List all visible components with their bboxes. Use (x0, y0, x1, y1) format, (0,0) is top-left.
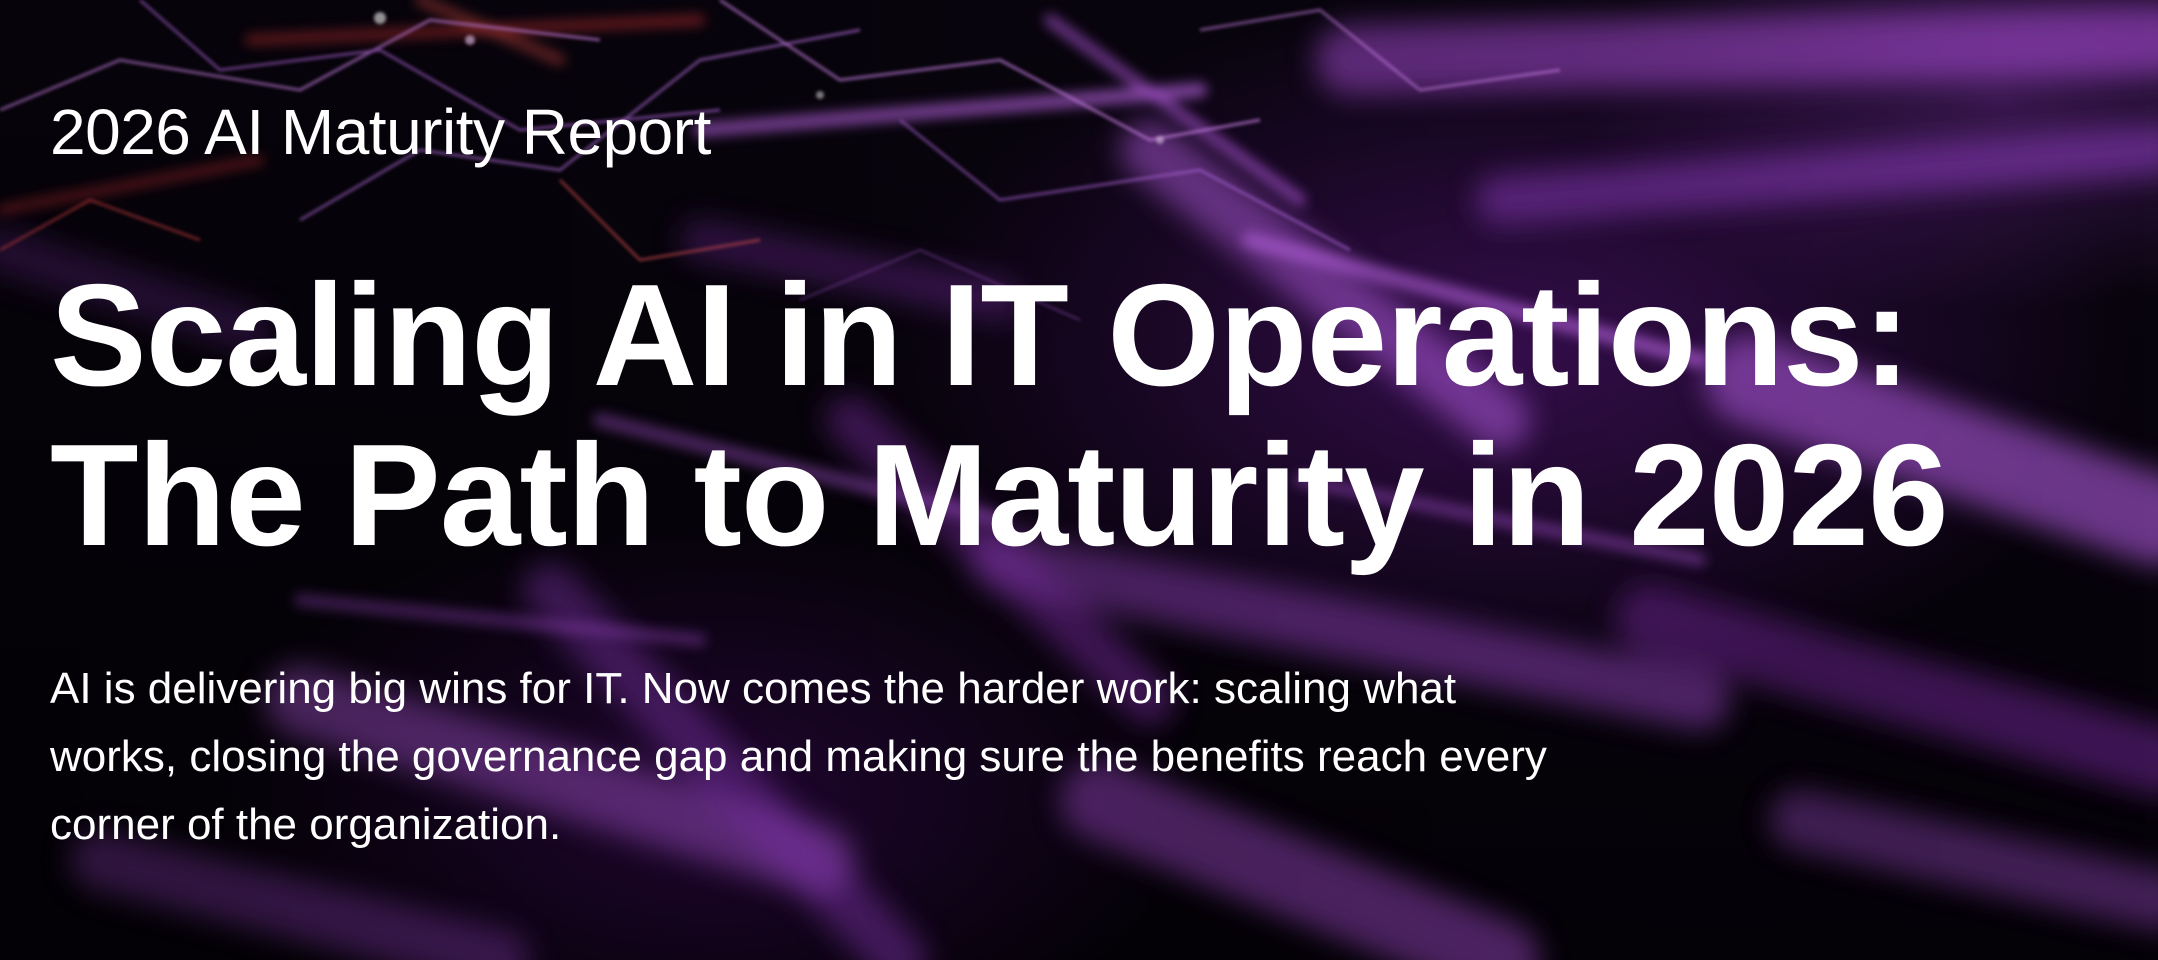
page-title: Scaling AI in IT Operations: The Path to… (50, 254, 1949, 576)
subtitle-line-3: corner of the organization. (50, 800, 562, 849)
report-label: 2026 AI Maturity Report (50, 96, 711, 168)
page-subtitle: AI is delivering big wins for IT. Now co… (50, 655, 1850, 859)
page-title-line-2: The Path to Maturity in 2026 (50, 414, 1949, 576)
subtitle-line-1: AI is delivering big wins for IT. Now co… (50, 664, 1457, 713)
page-title-line-1: Scaling AI in IT Operations: (50, 254, 1911, 416)
subtitle-line-2: works, closing the governance gap and ma… (50, 732, 1547, 781)
